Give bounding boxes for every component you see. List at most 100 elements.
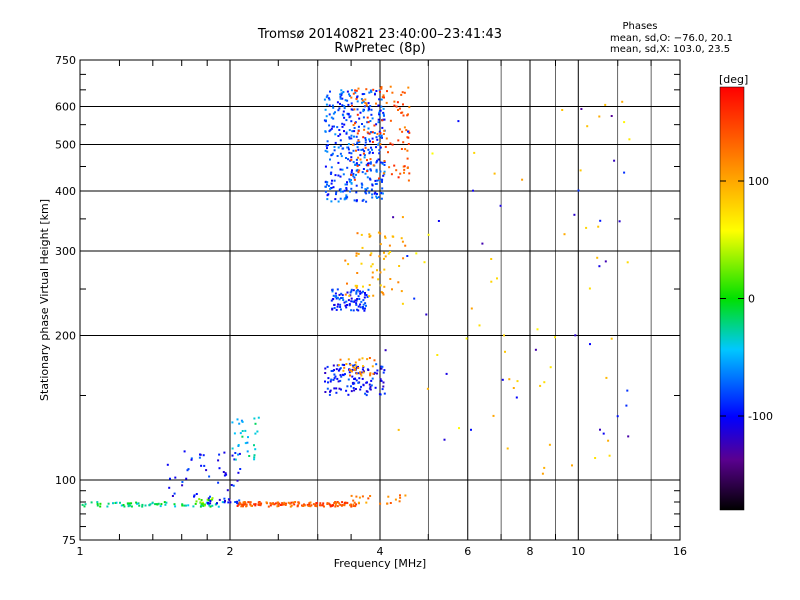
data-point [355,254,358,257]
data-point [397,176,400,179]
data-point [437,220,440,222]
data-point [329,129,332,131]
data-point [534,348,537,351]
data-point [237,471,240,474]
data-point [181,481,184,483]
data-point [339,175,342,178]
data-point [339,188,342,191]
data-point [181,484,184,487]
data-point [363,108,365,111]
data-point [350,137,353,140]
data-point [365,104,368,107]
data-point [352,499,355,502]
data-point [329,187,332,190]
data-point [379,192,382,194]
data-point [222,471,225,473]
data-point [331,298,334,301]
data-point [200,499,203,501]
data-point [346,196,349,199]
data-point [199,501,202,504]
data-point [253,503,256,506]
data-point [237,445,240,447]
data-point [357,501,360,504]
data-point [508,378,511,381]
data-point [607,439,610,442]
data-point [355,162,358,165]
data-point [107,502,110,505]
data-point [354,505,357,508]
data-point [375,363,378,366]
data-point [369,254,372,257]
data-point [339,358,342,361]
data-point [369,140,371,143]
data-point [329,389,332,392]
data-point [211,504,214,507]
data-point [348,137,351,140]
data-point [379,146,382,149]
data-point [341,104,344,107]
data-point [585,226,588,229]
data-point [341,297,344,299]
data-point [374,179,377,182]
data-point [234,452,237,454]
data-point [397,109,399,111]
data-point [238,499,241,502]
colorbar-ticks: 100 0 -100 [720,175,773,423]
data-point [364,302,367,305]
data-point [406,149,409,152]
data-point [369,388,372,391]
data-point [355,292,358,295]
data-point [378,111,381,114]
data-point [308,502,311,505]
data-point [355,286,358,289]
data-point [365,102,368,105]
data-point [343,502,346,504]
data-point [616,415,619,418]
data-point [273,503,276,506]
data-point [356,142,359,145]
data-point [324,120,327,123]
data-point [360,374,363,377]
data-point [599,428,601,431]
data-point [135,501,138,504]
x-tick-label: 2 [227,545,234,558]
data-point [366,358,369,361]
data-point [356,298,359,300]
data-point [339,379,342,382]
data-point [363,128,366,131]
data-point [373,192,376,195]
data-point [324,367,327,370]
data-point [337,161,340,164]
data-point [323,98,326,101]
x-tick-label: 8 [527,545,534,558]
data-point [303,504,306,507]
data-point [399,496,402,499]
data-point [336,377,339,380]
data-point [365,501,368,504]
data-point [157,502,160,505]
data-point [359,154,362,157]
data-point [339,197,342,200]
data-point [202,454,205,457]
data-point [367,497,370,500]
data-point [346,282,348,285]
data-point [353,127,356,129]
data-point [127,505,130,508]
data-point [324,391,327,393]
data-point [322,502,325,505]
data-point [340,89,343,92]
data-point [402,141,405,144]
data-point [499,204,502,207]
data-point [365,88,368,91]
data-point [413,297,416,300]
data-point [589,343,591,346]
data-point [334,375,337,378]
data-point [364,144,367,147]
data-point [400,290,403,293]
data-point [343,107,346,110]
data-point [604,260,607,263]
data-point [383,257,385,260]
data-point [377,196,380,199]
data-point [345,119,348,122]
